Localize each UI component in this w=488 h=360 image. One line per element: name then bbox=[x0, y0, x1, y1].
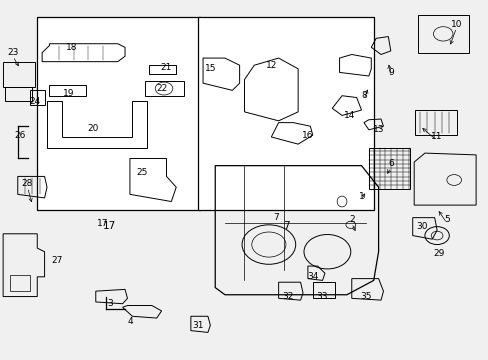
Text: 20: 20 bbox=[87, 123, 99, 132]
Bar bbox=[10, 275, 30, 291]
Bar bbox=[414, 110, 456, 135]
Text: 17: 17 bbox=[97, 219, 109, 228]
Text: 34: 34 bbox=[306, 272, 318, 281]
Text: 29: 29 bbox=[433, 249, 444, 258]
Text: 23: 23 bbox=[7, 48, 19, 57]
Text: 2: 2 bbox=[348, 215, 354, 224]
Text: 7: 7 bbox=[273, 213, 279, 222]
Text: 27: 27 bbox=[51, 256, 62, 265]
Text: 4: 4 bbox=[127, 317, 132, 326]
Text: 15: 15 bbox=[204, 64, 216, 73]
Text: 17: 17 bbox=[102, 221, 116, 231]
Bar bbox=[198, 17, 373, 211]
Text: 32: 32 bbox=[282, 292, 293, 301]
Text: 31: 31 bbox=[192, 321, 203, 330]
Text: 24: 24 bbox=[29, 96, 41, 105]
Text: 1: 1 bbox=[358, 192, 364, 201]
Text: 25: 25 bbox=[136, 168, 147, 177]
Text: 13: 13 bbox=[372, 125, 384, 134]
Bar bbox=[30, 90, 44, 105]
Text: 16: 16 bbox=[302, 131, 313, 140]
Text: 26: 26 bbox=[15, 131, 26, 140]
Text: 19: 19 bbox=[63, 89, 75, 98]
Text: 28: 28 bbox=[22, 179, 33, 188]
Bar bbox=[368, 148, 409, 189]
Text: 35: 35 bbox=[360, 292, 371, 301]
Bar bbox=[417, 15, 468, 53]
Text: 33: 33 bbox=[316, 292, 327, 301]
Text: 30: 30 bbox=[416, 222, 427, 231]
Text: 5: 5 bbox=[443, 215, 449, 224]
Text: 18: 18 bbox=[65, 43, 77, 52]
Text: 12: 12 bbox=[265, 61, 276, 70]
Text: 9: 9 bbox=[387, 68, 393, 77]
Text: 11: 11 bbox=[430, 132, 442, 141]
Text: 7: 7 bbox=[282, 221, 289, 231]
Bar bbox=[37, 17, 200, 211]
Text: 8: 8 bbox=[360, 91, 366, 100]
Text: 6: 6 bbox=[387, 159, 393, 168]
Text: 10: 10 bbox=[450, 19, 462, 28]
Text: 14: 14 bbox=[343, 111, 354, 120]
Text: 21: 21 bbox=[161, 63, 172, 72]
Text: 22: 22 bbox=[156, 84, 167, 93]
Text: 3: 3 bbox=[107, 299, 113, 308]
